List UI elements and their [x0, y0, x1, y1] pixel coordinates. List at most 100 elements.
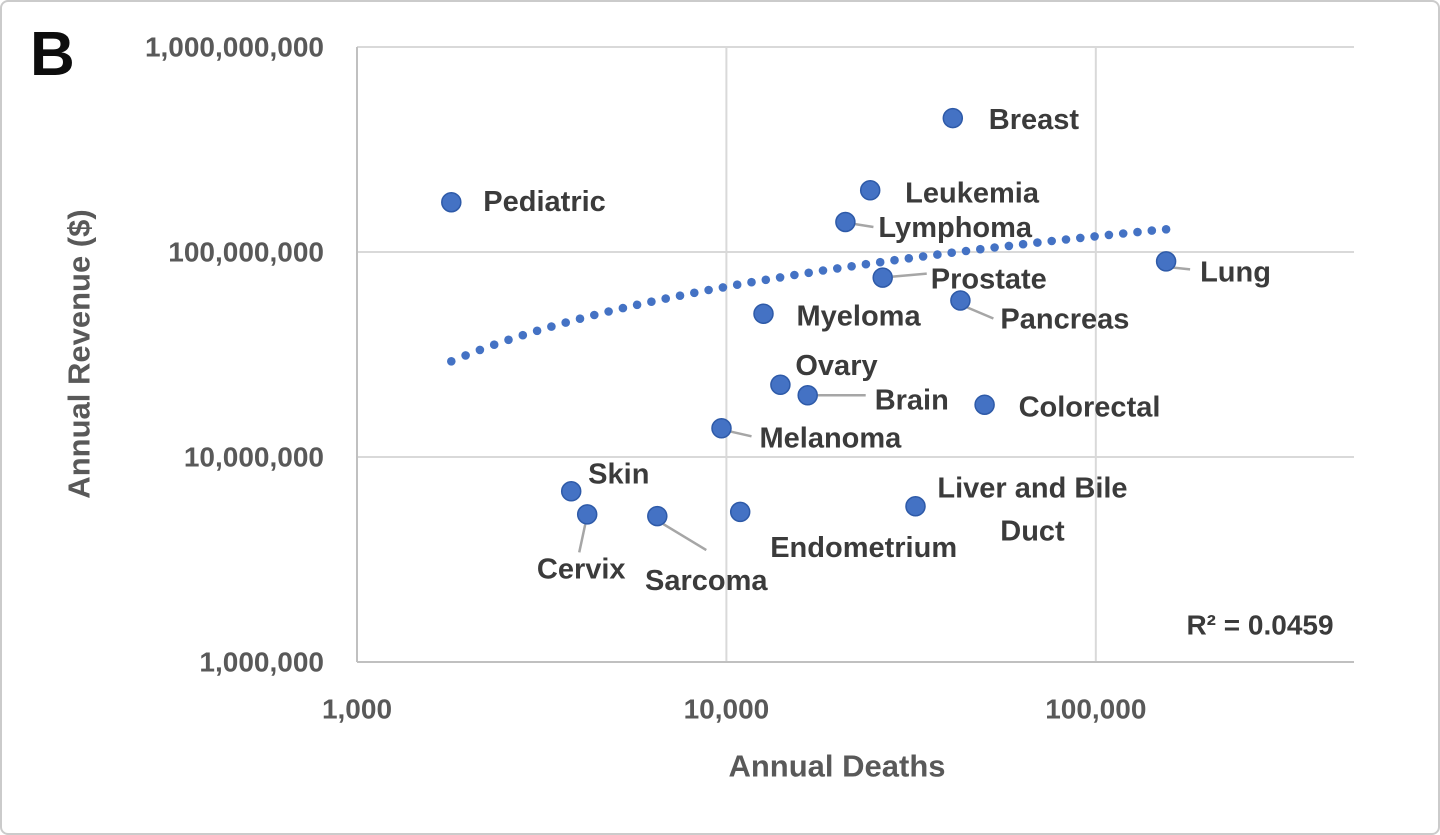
point-label: Duct [1000, 515, 1065, 547]
data-point-lung[interactable] [1155, 251, 1177, 272]
point-label: Melanoma [760, 422, 903, 454]
data-point-endometrium[interactable] [729, 501, 751, 523]
trendline-dot [1004, 241, 1014, 251]
label-leader-line [854, 222, 874, 229]
data-point-cervix[interactable] [576, 504, 598, 525]
trendline-dot [904, 253, 914, 263]
trendline-dot [1090, 232, 1099, 241]
trendline-dot [675, 291, 685, 301]
gridlines [357, 46, 1354, 662]
point-label: Myeloma [796, 301, 921, 333]
trendline-dotted [447, 225, 1171, 366]
point-label: Leukemia [905, 177, 1040, 209]
panel-label: B [30, 20, 75, 89]
point-label: Ovary [795, 350, 877, 382]
trendline-dot [818, 266, 828, 275]
label-leader-line [662, 523, 707, 552]
trendline-dot [990, 243, 999, 252]
data-point-myeloma[interactable] [753, 303, 774, 324]
trendline-dot [1076, 233, 1085, 243]
point-label: Prostate [931, 264, 1047, 296]
leader-lines [578, 222, 1191, 553]
trendline-dot [947, 248, 956, 257]
trendline-dot [632, 300, 642, 310]
trendline-dot [804, 268, 813, 278]
data-point-leukemia[interactable] [859, 180, 881, 201]
point-label: Cervix [537, 553, 626, 585]
trendline-dot [590, 310, 599, 320]
data-point-brain[interactable] [797, 385, 818, 406]
point-label: Pancreas [1000, 303, 1129, 335]
trendline-dot [918, 252, 928, 261]
trendline-dot [1047, 236, 1056, 246]
point-label: Lung [1200, 256, 1271, 288]
trendline-dot [847, 262, 856, 271]
point-label: Colorectal [1019, 392, 1161, 424]
label-leader-line [966, 306, 994, 320]
y-tick-label: 1,000,000 [199, 647, 324, 678]
trendline-dot [790, 270, 799, 280]
trendline-dot [504, 335, 513, 345]
label-leader-line [892, 272, 927, 278]
y-tick-label: 1,000,000,000 [145, 32, 324, 63]
trendline-dot [747, 277, 756, 287]
label-leader-line [1170, 266, 1191, 271]
trendline-dot [1133, 227, 1142, 237]
trendline-dot [647, 297, 656, 307]
data-points [441, 107, 1177, 527]
point-label: Brain [875, 384, 949, 416]
r-squared-label: R² = 0.0459 [1186, 610, 1333, 641]
trendline-dot [604, 307, 613, 316]
point-label: Skin [588, 458, 649, 490]
data-point-ovary[interactable] [770, 374, 791, 396]
trendline-dot [1018, 239, 1028, 249]
data-point-breast[interactable] [942, 107, 964, 129]
trendline-dot [976, 244, 985, 254]
trendline-dot [1161, 225, 1171, 234]
data-point-prostate[interactable] [872, 267, 893, 288]
trendline-dot [775, 273, 785, 282]
trendline-dot [890, 255, 899, 265]
trendline-dot [518, 330, 528, 340]
data-point-pediatric[interactable] [441, 191, 462, 213]
trendline-dot [1104, 230, 1114, 240]
trendline-dot [618, 303, 628, 313]
trendline-dot [690, 288, 699, 298]
label-leader-line [578, 524, 587, 553]
x-tick-label: 100,000 [1045, 694, 1146, 725]
trendline-dot [718, 283, 728, 292]
y-tick-label: 10,000,000 [184, 442, 324, 473]
trendline-dot [561, 318, 570, 327]
trendline-dot [1061, 235, 1071, 244]
x-tick-label: 1,000 [322, 694, 392, 725]
data-point-colorectal[interactable] [974, 394, 995, 415]
trendline-dot [1118, 229, 1128, 238]
x-tick-label: 10,000 [684, 694, 770, 725]
y-tick-label: 100,000,000 [168, 237, 324, 268]
point-label: Liver and Bile [937, 472, 1127, 504]
trendline-dot [461, 351, 470, 360]
data-point-liver-and-bile-duct[interactable] [905, 496, 926, 517]
data-point-skin[interactable] [560, 481, 582, 502]
data-point-melanoma[interactable] [711, 418, 732, 439]
y-axis-title: Annual Revenue ($) [62, 209, 97, 498]
point-label: Endometrium [770, 532, 957, 564]
point-label: Lymphoma [878, 212, 1032, 244]
trendline-dot [532, 326, 542, 336]
trendline-dot [547, 322, 556, 331]
point-label: Breast [989, 104, 1080, 136]
x-axis-title: Annual Deaths [728, 749, 945, 784]
trendline-dot [489, 340, 499, 350]
trendline-dot [475, 345, 485, 355]
label-leader-line [729, 430, 752, 438]
trendline-dot [1033, 238, 1042, 247]
data-point-lymphoma[interactable] [835, 211, 856, 233]
point-label: Pediatric [483, 186, 606, 218]
trendline-dot [661, 294, 670, 303]
data-point-pancreas[interactable] [950, 290, 971, 311]
point-label: Sarcoma [645, 565, 768, 597]
data-point-sarcoma[interactable] [647, 505, 668, 527]
trendline-dot [447, 357, 456, 366]
